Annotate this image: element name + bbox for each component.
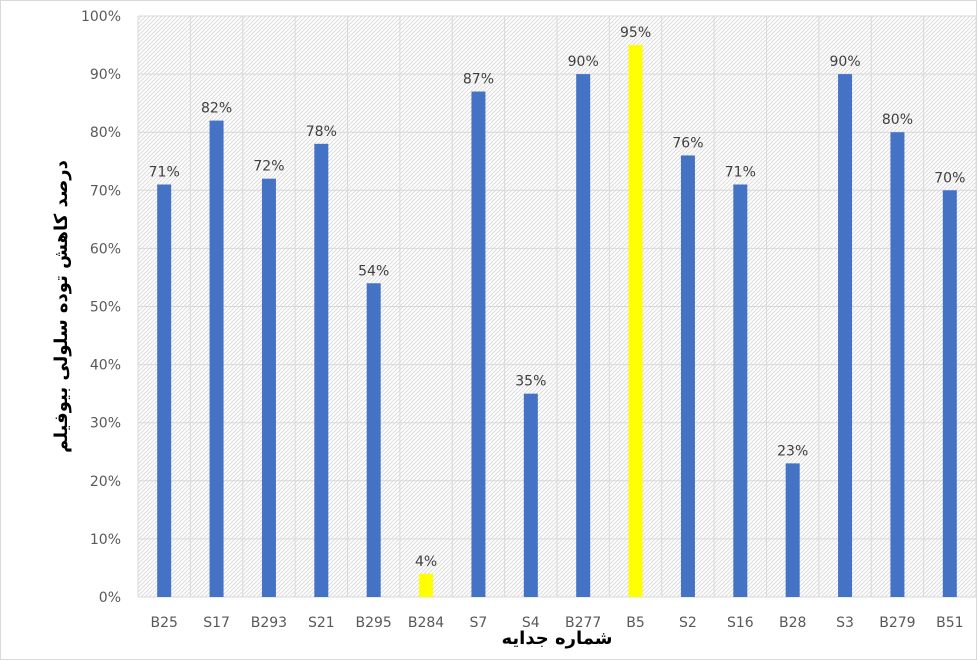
bar	[471, 91, 486, 597]
data-label: 76%	[672, 135, 703, 151]
y-tick-label: 0%	[99, 590, 121, 606]
y-tick-label: 80%	[90, 125, 121, 141]
y-axis-title: درصد کاهش توده سلولی بیوفیلم	[51, 160, 72, 453]
data-label: 4%	[415, 554, 437, 570]
y-tick-label: 100%	[81, 9, 121, 25]
x-tick-label: B277	[565, 615, 601, 631]
bar	[576, 74, 591, 598]
y-tick-label: 70%	[90, 183, 121, 199]
data-label: 90%	[830, 54, 861, 70]
x-tick-label: B279	[879, 615, 915, 631]
data-label: 90%	[568, 54, 599, 70]
x-tick-label: S17	[203, 615, 230, 631]
data-label: 78%	[306, 124, 337, 140]
x-tick-label: S7	[470, 615, 488, 631]
data-label: 71%	[149, 164, 180, 180]
data-label: 71%	[725, 164, 756, 180]
x-axis-title: شماره جدایه	[502, 628, 613, 649]
data-label: 82%	[201, 101, 232, 117]
y-tick-label: 90%	[90, 67, 121, 83]
bar	[628, 45, 643, 598]
bar	[419, 573, 434, 597]
x-tick-label: B295	[356, 615, 392, 631]
x-tick-label: S3	[836, 615, 854, 631]
y-axis-ticks: 0% 10% 20% 30% 40% 50% 60% 70% 80% 90% 100%	[81, 9, 121, 606]
x-tick-label: S2	[679, 615, 697, 631]
x-tick-label: B51	[936, 615, 963, 631]
data-label: 80%	[882, 112, 913, 128]
data-label: 35%	[515, 374, 546, 390]
x-tick-label: S4	[522, 615, 540, 631]
bar	[785, 463, 800, 597]
bars	[157, 45, 957, 598]
y-tick-label: 10%	[90, 532, 121, 548]
y-tick-label: 50%	[90, 300, 121, 316]
bar	[157, 184, 172, 598]
x-tick-label: B5	[626, 615, 645, 631]
x-tick-label: B284	[408, 615, 444, 631]
data-label: 70%	[934, 170, 965, 186]
gridlines	[137, 15, 977, 598]
bar	[942, 190, 957, 598]
y-tick-label: 60%	[90, 241, 121, 257]
bar	[366, 283, 381, 597]
bar	[890, 132, 905, 597]
bar	[261, 178, 276, 597]
data-label: 54%	[358, 263, 389, 279]
x-tick-label: B25	[150, 615, 177, 631]
y-tick-label: 40%	[90, 358, 121, 374]
data-label: 72%	[253, 159, 284, 175]
x-tick-label: B293	[251, 615, 287, 631]
bar	[838, 74, 853, 598]
bar	[523, 393, 538, 597]
bar	[314, 143, 329, 597]
x-tick-label: S16	[727, 615, 754, 631]
data-labels: 71% 82% 72% 78% 54% 4% 87% 35% 90% 95% 76% 71% 23% 90…	[149, 25, 966, 570]
x-tick-label: B28	[779, 615, 806, 631]
data-label: 95%	[620, 25, 651, 41]
bar	[209, 120, 224, 597]
data-label: 23%	[777, 443, 808, 459]
x-axis-ticks: B25 S17 B293 S21 B295 B284 S7 S4 B277 B5 S2 S16 B28 S…	[150, 615, 963, 631]
bar	[733, 184, 748, 598]
bar	[680, 155, 695, 597]
data-label: 87%	[463, 72, 494, 88]
x-tick-label: S21	[308, 615, 335, 631]
y-tick-label: 30%	[90, 416, 121, 432]
y-tick-label: 20%	[90, 474, 121, 490]
